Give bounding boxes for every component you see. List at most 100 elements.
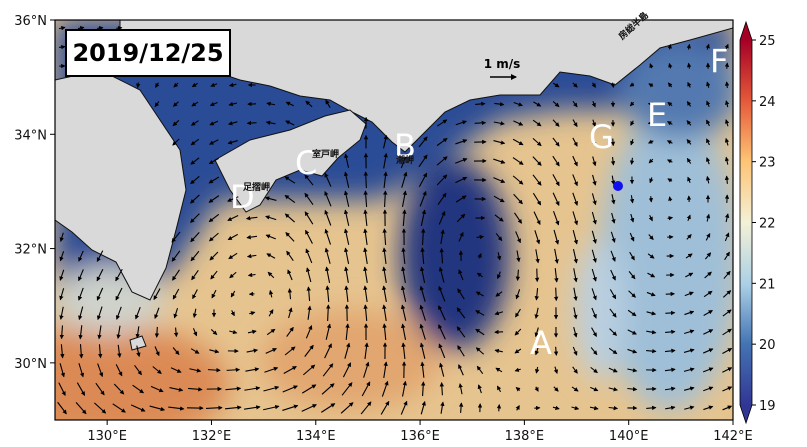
current-arrow (514, 328, 522, 336)
colorbar-tick-label: 25 (759, 34, 776, 49)
x-tick-label: 130°E (87, 429, 127, 444)
current-vectors (57, 25, 733, 415)
current-arrow (457, 288, 465, 300)
station-marker (613, 181, 623, 191)
date-title: 2019/12/25 (72, 39, 223, 67)
current-arrow (722, 386, 733, 392)
current-arrow (401, 266, 406, 283)
current-arrow (476, 234, 485, 240)
current-arrow (532, 174, 542, 186)
current-arrow (153, 288, 161, 301)
current-arrow (282, 385, 298, 393)
current-arrow (608, 367, 618, 373)
current-arrow (229, 271, 237, 279)
current-arrow (646, 311, 657, 316)
current-arrow (363, 285, 368, 302)
current-arrow (703, 310, 713, 316)
current-arrow (344, 266, 349, 283)
current-arrow (627, 348, 638, 354)
current-arrow (572, 211, 579, 226)
current-arrow (534, 327, 539, 338)
current-arrow (267, 271, 275, 279)
current-arrow (189, 368, 202, 373)
current-arrow (591, 249, 597, 263)
current-arrow (703, 386, 714, 392)
current-arrow (553, 366, 559, 375)
current-arrow (285, 101, 294, 107)
current-arrow (683, 348, 695, 353)
current-arrow (288, 307, 293, 319)
current-arrow (77, 287, 84, 301)
current-arrow (59, 363, 66, 378)
current-arrow (456, 307, 466, 319)
current-arrow (421, 228, 426, 246)
colorbar-extend (740, 22, 752, 40)
point-label: F (710, 42, 728, 80)
current-arrow (534, 347, 540, 356)
current-arrow (324, 343, 332, 359)
current-arrow (455, 139, 468, 145)
current-arrow (382, 304, 387, 321)
current-arrow (608, 405, 619, 411)
current-arrow (382, 323, 387, 341)
current-arrow (419, 342, 426, 359)
current-arrow (247, 329, 257, 335)
current-arrow (475, 310, 485, 316)
current-arrow (304, 174, 314, 186)
current-arrow (458, 402, 464, 414)
current-arrow (79, 344, 84, 359)
current-arrow (648, 196, 654, 203)
current-arrow (668, 196, 673, 202)
current-arrow (154, 326, 160, 338)
current-arrow (534, 288, 539, 301)
current-arrow (455, 120, 467, 126)
current-arrow (155, 82, 160, 88)
map-area (55, 20, 733, 420)
current-arrow (532, 156, 542, 166)
current-arrow (629, 232, 635, 242)
current-arrow (136, 345, 141, 358)
colorbar-tick-label: 20 (759, 338, 776, 353)
current-arrow (264, 366, 279, 373)
current-arrow (552, 405, 560, 410)
current-arrow (59, 325, 64, 340)
current-arrow (112, 403, 126, 413)
current-arrow (646, 330, 657, 335)
current-arrow (209, 139, 219, 145)
current-arrow (514, 348, 522, 354)
scale-label: 1 m/s (484, 57, 521, 71)
current-arrow (205, 405, 223, 410)
current-arrow (363, 247, 368, 264)
current-arrow (58, 382, 66, 397)
current-arrow (172, 288, 180, 300)
current-arrow (381, 380, 389, 397)
current-arrow (96, 287, 104, 301)
current-arrow (419, 190, 427, 207)
current-arrow (341, 382, 353, 396)
current-arrow (591, 327, 597, 337)
current-arrow (154, 346, 160, 357)
current-arrow (268, 309, 274, 317)
current-arrow (438, 343, 446, 359)
current-arrow (439, 382, 445, 396)
current-arrow (244, 386, 261, 391)
point-label: A (530, 324, 552, 362)
current-arrow (630, 120, 635, 126)
current-arrow (648, 234, 654, 241)
current-arrow (436, 119, 448, 127)
current-arrow (590, 386, 599, 392)
current-arrow (304, 211, 314, 225)
current-arrow (552, 174, 560, 187)
current-arrow (684, 310, 695, 316)
current-arrow (265, 215, 277, 221)
current-arrow (477, 384, 482, 394)
current-arrow (591, 100, 596, 108)
current-arrow (209, 101, 218, 107)
current-arrow (438, 324, 446, 340)
current-arrow (591, 307, 597, 319)
current-arrow (382, 247, 387, 265)
current-arrow (169, 387, 184, 392)
colorbar-tick-label: 19 (759, 399, 776, 414)
current-arrow (418, 154, 428, 168)
current-arrow (685, 272, 694, 278)
